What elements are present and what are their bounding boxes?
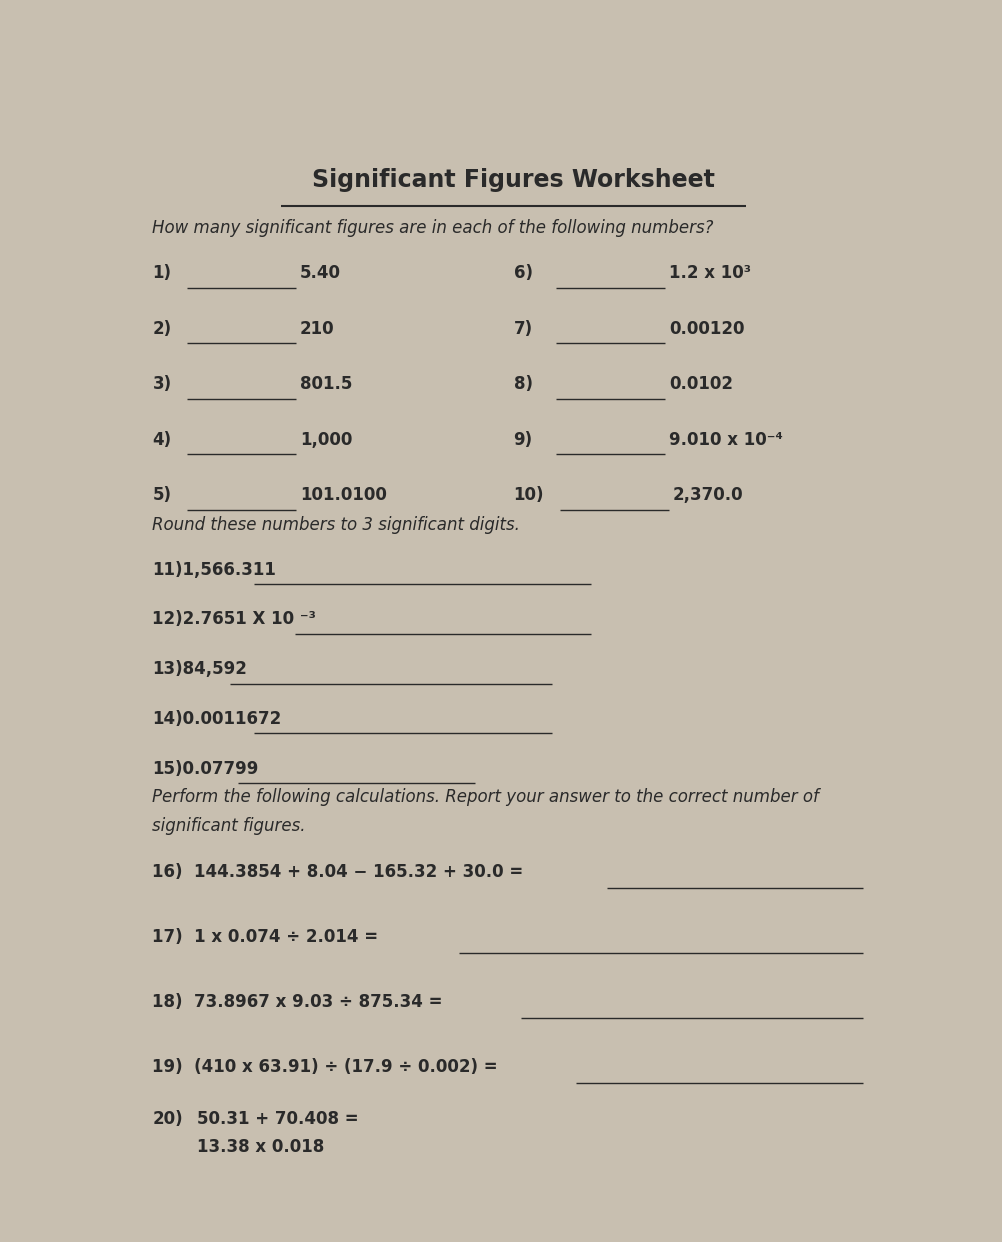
Text: 11)1,566.311: 11)1,566.311 [152, 560, 277, 579]
Text: 0.0102: 0.0102 [669, 375, 732, 392]
Text: 19)  (410 x 63.91) ÷ (17.9 ÷ 0.002) =: 19) (410 x 63.91) ÷ (17.9 ÷ 0.002) = [152, 1058, 498, 1076]
Text: 6): 6) [514, 265, 532, 282]
Text: 13)84,592: 13)84,592 [152, 660, 247, 678]
Text: Round these numbers to 3 significant digits.: Round these numbers to 3 significant dig… [152, 515, 520, 534]
Text: 14)0.0011672: 14)0.0011672 [152, 709, 282, 728]
Text: 1.2 x 10³: 1.2 x 10³ [669, 265, 750, 282]
Text: 8): 8) [514, 375, 532, 392]
Text: significant figures.: significant figures. [152, 817, 306, 835]
Text: 9): 9) [514, 431, 533, 448]
Text: 101.0100: 101.0100 [300, 486, 387, 504]
Text: 12)2.7651 X 10 ⁻³: 12)2.7651 X 10 ⁻³ [152, 610, 317, 628]
Text: 20): 20) [152, 1110, 183, 1128]
Text: 0.00120: 0.00120 [669, 319, 744, 338]
Text: 3): 3) [152, 375, 171, 392]
Text: Significant Figures Worksheet: Significant Figures Worksheet [312, 169, 715, 193]
Text: 7): 7) [514, 319, 533, 338]
Text: 50.31 + 70.408 =: 50.31 + 70.408 = [197, 1110, 359, 1128]
Text: 18)  73.8967 x 9.03 ÷ 875.34 =: 18) 73.8967 x 9.03 ÷ 875.34 = [152, 994, 443, 1011]
Text: 15)0.07799: 15)0.07799 [152, 760, 259, 777]
Text: 801.5: 801.5 [300, 375, 353, 392]
Text: 16)  144.3854 + 8.04 − 165.32 + 30.0 =: 16) 144.3854 + 8.04 − 165.32 + 30.0 = [152, 863, 524, 881]
Text: 210: 210 [300, 319, 335, 338]
Text: 13.38 x 0.018: 13.38 x 0.018 [197, 1139, 325, 1156]
Text: 10): 10) [514, 486, 544, 504]
Text: 2): 2) [152, 319, 171, 338]
Text: 1): 1) [152, 265, 171, 282]
Text: 2,370.0: 2,370.0 [672, 486, 743, 504]
Text: How many significant figures are in each of the following numbers?: How many significant figures are in each… [152, 219, 714, 237]
Text: 5.40: 5.40 [300, 265, 341, 282]
Text: Perform the following calculations. Report your answer to the correct number of: Perform the following calculations. Repo… [152, 789, 820, 806]
Text: 5): 5) [152, 486, 171, 504]
Text: 9.010 x 10⁻⁴: 9.010 x 10⁻⁴ [669, 431, 783, 448]
Text: 4): 4) [152, 431, 171, 448]
Text: 17)  1 x 0.074 ÷ 2.014 =: 17) 1 x 0.074 ÷ 2.014 = [152, 928, 379, 946]
Text: 1,000: 1,000 [300, 431, 353, 448]
